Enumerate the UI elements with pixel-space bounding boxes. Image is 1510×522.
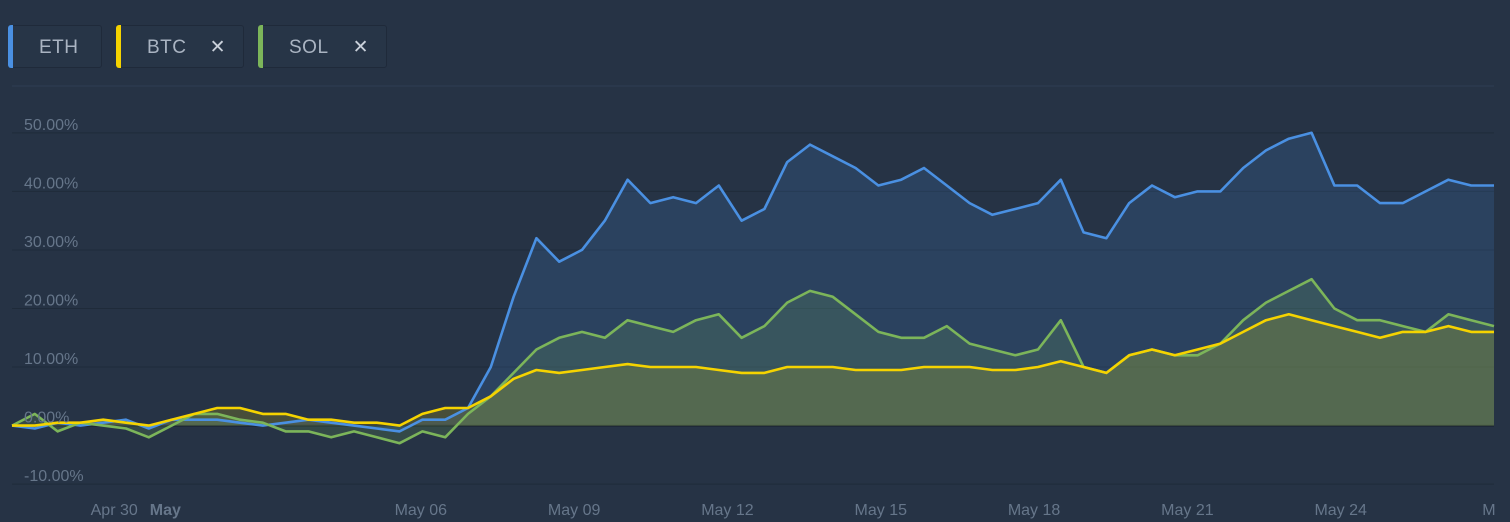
x-tick-label: May [150, 502, 181, 519]
x-tick-label: M [1482, 502, 1495, 519]
y-tick-label: 20.00% [24, 292, 78, 309]
line-btc [12, 313, 1494, 427]
x-axis-ticks: Apr 30 May May 06 May 09 May 12 May 15 May 18 M… [91, 502, 1496, 519]
legend-label-btc: BTC [147, 37, 187, 58]
y-tick-label: 10.00% [24, 351, 78, 368]
x-tick-label: May 18 [1008, 502, 1061, 519]
x-tick-label: Apr 30 [91, 502, 138, 519]
legend-bar: ETH BTC ✕ SOL ✕ [0, 0, 1510, 86]
series-lines [11, 131, 1495, 445]
line-sol [11, 277, 1495, 445]
legend-chip-btc[interactable]: BTC ✕ [116, 25, 244, 68]
remove-btc-icon[interactable]: ✕ [209, 37, 226, 58]
y-tick-label: -10.00% [24, 468, 84, 485]
x-tick-label: May 06 [395, 502, 448, 519]
x-tick-label: May 15 [855, 502, 908, 519]
area-btc [12, 314, 1494, 426]
eth-color-stripe [8, 25, 13, 68]
x-tick-label: May 21 [1161, 502, 1214, 519]
remove-sol-icon[interactable]: ✕ [352, 37, 369, 58]
legend-chip-sol[interactable]: SOL ✕ [258, 25, 387, 68]
legend-label-sol: SOL [289, 37, 329, 58]
y-axis-ticks: 50.00% 40.00% 30.00% 20.00% 10.00% 0.00% -10.0… [24, 117, 84, 485]
line-eth [11, 131, 1494, 433]
legend-chip-eth[interactable]: ETH [8, 25, 102, 68]
y-tick-label: 50.00% [24, 117, 78, 134]
sol-color-stripe [258, 25, 263, 68]
area-sol [12, 279, 1494, 444]
legend-label-eth: ETH [39, 37, 79, 58]
x-tick-label: May 12 [701, 502, 754, 519]
y-tick-label: 40.00% [24, 175, 78, 192]
btc-color-stripe [116, 25, 121, 68]
y-tick-label: 0.00% [24, 410, 69, 427]
area-eth [12, 132, 1494, 432]
y-tick-label: 30.00% [24, 234, 78, 251]
x-tick-label: May 24 [1314, 502, 1367, 519]
x-tick-label: May 09 [548, 502, 601, 519]
series-areas [12, 132, 1494, 444]
